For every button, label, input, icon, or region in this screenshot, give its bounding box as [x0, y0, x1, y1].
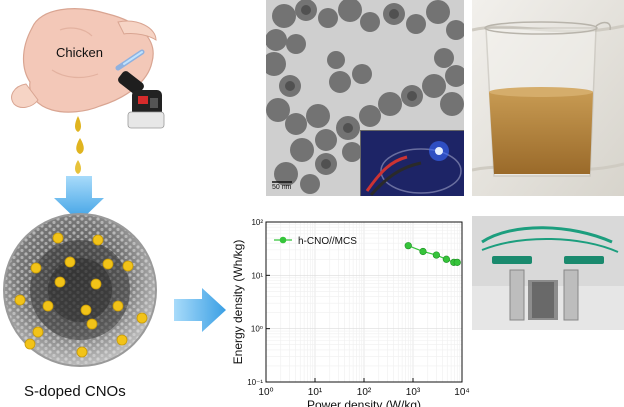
- onion-caption: S-doped CNOs: [24, 383, 126, 400]
- beaker-photo: [472, 0, 624, 196]
- data-point: [432, 251, 440, 259]
- data-point: [404, 242, 412, 250]
- y-tick-label: 10²: [251, 218, 263, 227]
- x-axis-label: Power density (W/kg): [307, 398, 421, 407]
- torch-icon: [115, 49, 165, 129]
- left-panel: Chicken: [3, 8, 165, 400]
- down-arrow-icon: [54, 176, 104, 222]
- chart-legend: h-CNO//MCS: [274, 236, 357, 247]
- data-point: [453, 258, 461, 266]
- y-tick-label: 10¹: [251, 271, 263, 280]
- x-tick-label: 10⁰: [258, 387, 273, 398]
- tem-image: 50 nm: [266, 0, 464, 196]
- led-inset: [360, 130, 464, 196]
- y-tick-label: 10⁰: [251, 325, 263, 334]
- x-tick-label: 10²: [357, 387, 372, 398]
- legend-marker: [279, 236, 287, 244]
- device-photo: [472, 216, 624, 330]
- chicken-label: Chicken: [56, 45, 103, 60]
- chart-series: [404, 242, 461, 266]
- oil-drops-icon: [75, 116, 84, 174]
- y-tick-label: 10⁻¹: [247, 378, 263, 387]
- legend-label: h-CNO//MCS: [298, 236, 357, 247]
- right-arrow-icon: [174, 288, 226, 332]
- chicken-icon: [11, 8, 157, 113]
- scale-bar-label: 50 nm: [272, 184, 292, 191]
- data-point: [419, 247, 427, 256]
- chart-grid: [265, 221, 463, 383]
- x-tick-label: 10³: [406, 387, 421, 398]
- data-point: [442, 255, 450, 263]
- x-tick-label: 10¹: [308, 387, 323, 398]
- carbon-onion-icon: [3, 213, 157, 367]
- x-tick-label: 10⁴: [454, 387, 469, 398]
- y-axis-label: Energy density (Wh/kg): [231, 240, 245, 365]
